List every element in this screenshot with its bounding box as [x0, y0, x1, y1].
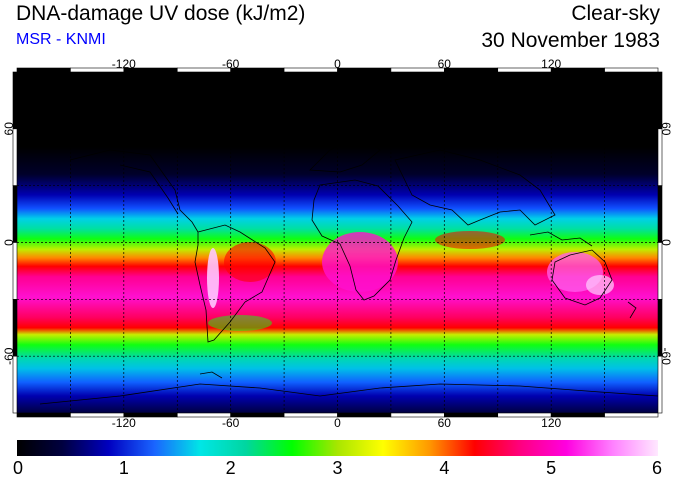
frame-segment	[12, 355, 18, 414]
australia-peak	[586, 275, 614, 295]
colorbar-tick-label: 2	[225, 458, 236, 478]
lat-tick-right: -60	[659, 348, 673, 366]
frame-segment	[657, 242, 663, 300]
lon-tick-top: -120	[112, 57, 136, 71]
frame-segment	[283, 412, 338, 418]
colorbar-tick-label: 3	[332, 458, 343, 478]
andes-hotspot	[207, 248, 219, 308]
lat-tick-right: 0	[659, 239, 673, 246]
colorbar-tick-label: 1	[118, 458, 129, 478]
frame-segment	[16, 67, 71, 73]
lon-tick-top: -60	[222, 57, 240, 71]
chart-title: DNA-damage UV dose (kJ/m2)	[16, 2, 306, 25]
frame-segment	[12, 185, 18, 243]
colorbar	[17, 440, 658, 456]
latitude-ticks-right: 60 0 -60	[659, 122, 673, 365]
indian-ocean-band	[435, 231, 505, 249]
lat-tick-left: 60	[2, 122, 16, 136]
colorbar-tick-label: 5	[546, 458, 557, 478]
map-frame	[12, 67, 663, 418]
sky-condition-label: Clear-sky	[571, 2, 660, 25]
south-america-redspot	[224, 242, 276, 282]
latitude-ticks-left: 60 0 -60	[2, 122, 16, 365]
lat-tick-left: -60	[2, 347, 16, 365]
lon-tick-bottom: -120	[112, 416, 136, 430]
lon-tick-bottom: 60	[438, 416, 452, 430]
lon-tick-top: 120	[541, 57, 561, 71]
lon-tick-top: 60	[438, 57, 452, 71]
frame-segment	[604, 67, 659, 73]
frame-segment	[337, 67, 392, 73]
frame-segment	[444, 412, 499, 418]
frame-segment	[16, 412, 71, 418]
colorbar-tick-label: 4	[439, 458, 450, 478]
colorbar-tick-label: 6	[651, 458, 663, 478]
frame-segment	[12, 128, 18, 186]
frame-segment	[657, 128, 663, 186]
source-label: MSR - KNMI	[16, 31, 106, 48]
lon-tick-bottom: 0	[334, 416, 341, 430]
coastlines	[39, 129, 658, 405]
lon-tick-bottom: -60	[222, 416, 240, 430]
lon-tick-bottom: 120	[541, 416, 561, 430]
frame-segment	[337, 412, 392, 418]
frame-segment	[657, 185, 663, 243]
frame-segment	[444, 67, 499, 73]
frame-segment	[283, 67, 338, 73]
frame-segment	[657, 71, 663, 130]
uv-dose-map: -120 -60 0 60 120 -120 -60 0 60 120 60 0…	[2, 57, 673, 430]
frame-segment	[657, 355, 663, 414]
graticule	[17, 72, 658, 413]
frame-segment	[604, 412, 659, 418]
frame-segment	[12, 71, 18, 130]
longitude-ticks-bottom: -120 -60 0 60 120	[112, 416, 562, 430]
lon-tick-top: 0	[334, 57, 341, 71]
lat-tick-right: 60	[659, 122, 673, 136]
lat-tick-left: 0	[2, 239, 16, 246]
south-atlantic-band	[208, 315, 272, 331]
longitude-ticks-top: -120 -60 0 60 120	[112, 57, 562, 71]
date-label: 30 November 1983	[481, 29, 660, 52]
colorbar-tick-label: 0	[12, 458, 24, 478]
frame-segment	[390, 412, 445, 418]
frame-segment	[12, 242, 18, 300]
frame-segment	[390, 67, 445, 73]
